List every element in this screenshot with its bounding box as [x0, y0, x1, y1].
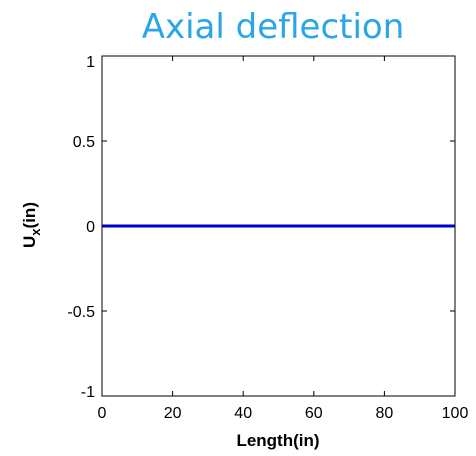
y-tick-label: 0.5 — [73, 134, 95, 151]
y-axis-label: Ux(in) — [20, 202, 43, 248]
y-tick-label: 1 — [86, 54, 95, 71]
y-tick-label: 0 — [86, 219, 95, 236]
y-axis-label-main: U — [20, 236, 39, 248]
x-tick-label: 60 — [305, 405, 323, 422]
tick-labels-layer: 0 20 40 60 80 100 -1 -0.5 0 0.5 1 — [67, 54, 468, 422]
chart-title: Axial deflection — [142, 7, 405, 47]
x-tick-label: 40 — [234, 405, 252, 422]
y-axis-label-suffix: (in) — [20, 202, 39, 228]
x-tick-label: 20 — [164, 405, 182, 422]
x-tick-label: 80 — [376, 405, 394, 422]
y-tick-label: -0.5 — [67, 304, 95, 321]
y-axis-label-subscript: x — [28, 228, 43, 236]
x-axis-label: Length(in) — [236, 431, 319, 450]
x-tick-label: 100 — [442, 405, 469, 422]
y-tick-label: -1 — [81, 384, 95, 401]
x-tick-label: 0 — [98, 405, 107, 422]
